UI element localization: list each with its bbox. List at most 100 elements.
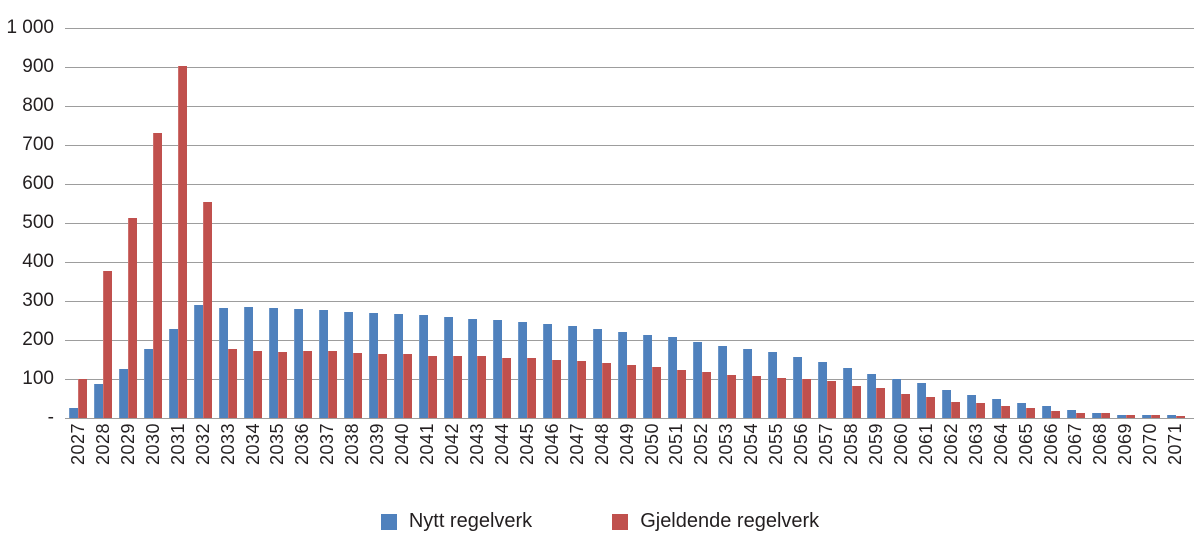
legend-item: Gjeldende regelverk xyxy=(612,510,819,533)
bar-group-2049 xyxy=(615,28,640,418)
x-tick-cell: 2055 xyxy=(764,423,789,489)
bar-nytt-2035 xyxy=(268,308,278,418)
bar-group-2034 xyxy=(241,28,266,418)
bar-nytt-2052 xyxy=(692,341,702,418)
x-tick-label: 2044 xyxy=(491,423,512,466)
x-tick-label: 2042 xyxy=(442,423,463,466)
x-tick-label: 2043 xyxy=(466,423,487,466)
x-tick-cell: 2069 xyxy=(1113,423,1138,489)
bar-gjeldende-2034 xyxy=(253,350,263,418)
bar-gjeldende-2071 xyxy=(1175,415,1185,418)
bar-group-2033 xyxy=(216,28,241,418)
x-tick-cell: 2062 xyxy=(939,423,964,489)
bar-nytt-2055 xyxy=(767,352,777,418)
bar-group-2067 xyxy=(1064,28,1089,418)
bar-gjeldende-2044 xyxy=(502,357,512,418)
bar-group-2054 xyxy=(739,28,764,418)
x-tick-label: 2031 xyxy=(167,423,188,466)
x-tick-cell: 2060 xyxy=(889,423,914,489)
bar-group-2050 xyxy=(640,28,665,418)
bar-gjeldende-2035 xyxy=(277,351,287,418)
bar-nytt-2053 xyxy=(717,346,727,418)
x-tick-cell: 2037 xyxy=(315,423,340,489)
bar-gjeldende-2047 xyxy=(577,361,587,418)
bar-group-2036 xyxy=(290,28,315,418)
bar-gjeldende-2027 xyxy=(78,379,88,418)
bar-nytt-2044 xyxy=(493,319,503,418)
bar-group-2055 xyxy=(764,28,789,418)
x-tick-cell: 2051 xyxy=(665,423,690,489)
x-tick-cell: 2057 xyxy=(814,423,839,489)
bar-group-2064 xyxy=(989,28,1014,418)
bar-nytt-2060 xyxy=(892,379,902,418)
x-tick-label: 2047 xyxy=(566,423,587,466)
bar-gjeldende-2070 xyxy=(1150,415,1160,418)
bar-group-2070 xyxy=(1138,28,1163,418)
bar-gjeldende-2063 xyxy=(976,403,986,418)
x-tick-cell: 2052 xyxy=(689,423,714,489)
bar-group-2044 xyxy=(490,28,515,418)
x-tick-cell: 2046 xyxy=(540,423,565,489)
gridline xyxy=(65,184,1194,185)
bar-group-2060 xyxy=(889,28,914,418)
bar-nytt-2059 xyxy=(867,373,877,418)
x-tick-label: 2061 xyxy=(915,423,936,466)
bar-group-2052 xyxy=(689,28,714,418)
bar-gjeldende-2049 xyxy=(627,364,637,418)
bar-nytt-2039 xyxy=(368,312,378,418)
x-tick-cell: 2058 xyxy=(839,423,864,489)
bar-nytt-2062 xyxy=(942,389,952,418)
bar-gjeldende-2042 xyxy=(452,355,462,418)
x-tick-label: 2032 xyxy=(192,423,213,466)
x-tick-cell: 2053 xyxy=(714,423,739,489)
x-tick-label: 2062 xyxy=(940,423,961,466)
bar-group-2035 xyxy=(266,28,291,418)
bar-gjeldende-2050 xyxy=(652,366,662,418)
bar-gjeldende-2066 xyxy=(1051,410,1061,418)
bar-gjeldende-2057 xyxy=(826,380,836,418)
x-tick-label: 2069 xyxy=(1115,423,1136,466)
bar-group-2057 xyxy=(814,28,839,418)
x-tick-label: 2051 xyxy=(666,423,687,466)
x-tick-label: 2050 xyxy=(641,423,662,466)
x-tick-cell: 2066 xyxy=(1039,423,1064,489)
bar-gjeldende-2064 xyxy=(1001,405,1011,418)
y-tick-label: 1 000 xyxy=(6,17,54,38)
x-tick-label: 2039 xyxy=(367,423,388,466)
x-tick-label: 2067 xyxy=(1065,423,1086,466)
x-tick-label: 2034 xyxy=(242,423,263,466)
x-tick-label: 2052 xyxy=(691,423,712,466)
x-tick-cell: 2050 xyxy=(640,423,665,489)
gridline xyxy=(65,223,1194,224)
bar-gjeldende-2045 xyxy=(527,358,537,418)
bar-gjeldende-2051 xyxy=(676,369,686,418)
x-tick-label: 2053 xyxy=(716,423,737,466)
y-tick-label: 500 xyxy=(22,212,54,233)
gridline xyxy=(65,28,1194,29)
x-tick-label: 2048 xyxy=(591,423,612,466)
x-tick-label: 2029 xyxy=(117,423,138,466)
x-tick-cell: 2033 xyxy=(216,423,241,489)
bar-gjeldende-2039 xyxy=(377,354,387,418)
bar-nytt-2071 xyxy=(1166,415,1176,418)
bar-group-2058 xyxy=(839,28,864,418)
bar-nytt-2046 xyxy=(543,323,553,418)
bar-nytt-2061 xyxy=(917,382,927,418)
bar-gjeldende-2030 xyxy=(153,133,163,418)
bar-gjeldende-2065 xyxy=(1026,407,1036,418)
bar-group-2069 xyxy=(1113,28,1138,418)
bar-nytt-2056 xyxy=(792,356,802,418)
x-tick-cell: 2056 xyxy=(789,423,814,489)
y-tick-label: 900 xyxy=(22,56,54,77)
x-tick-label: 2063 xyxy=(965,423,986,466)
x-tick-label: 2055 xyxy=(766,423,787,466)
bar-nytt-2067 xyxy=(1066,410,1076,418)
bar-group-2071 xyxy=(1163,28,1188,418)
bar-group-2063 xyxy=(964,28,989,418)
x-tick-cell: 2028 xyxy=(91,423,116,489)
bar-gjeldende-2032 xyxy=(203,201,213,418)
x-tick-cell: 2063 xyxy=(964,423,989,489)
y-tick-label: - xyxy=(47,407,54,428)
x-tick-label: 2036 xyxy=(292,423,313,466)
y-tick-label: 700 xyxy=(22,134,54,155)
